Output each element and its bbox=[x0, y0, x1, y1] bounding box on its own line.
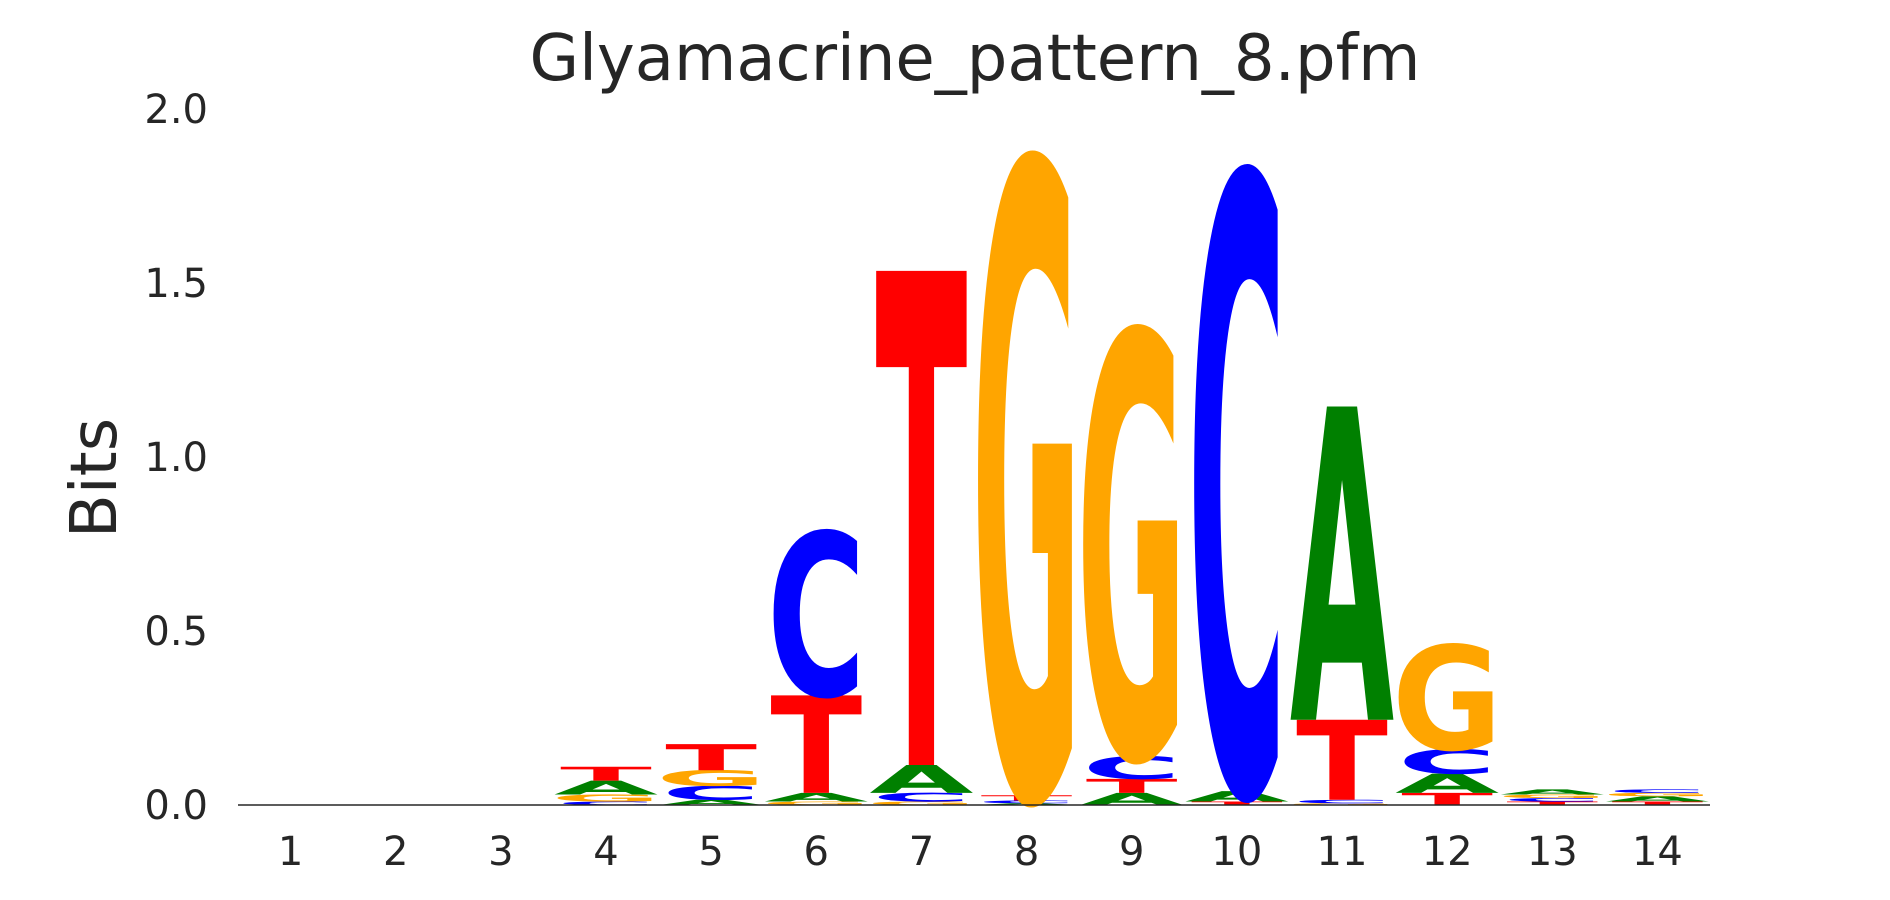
logo-letter-t: T bbox=[770, 669, 862, 824]
logo-letter-g: G bbox=[1602, 792, 1712, 798]
logo-letter-a: A bbox=[1290, 323, 1395, 822]
logo-letter-t: T bbox=[1086, 775, 1178, 797]
logo-letter-c: C bbox=[977, 800, 1076, 804]
y-tick-label: 2.0 bbox=[144, 87, 208, 133]
logo-letter-g: G bbox=[761, 801, 871, 807]
logo-letter-t: T bbox=[981, 794, 1073, 802]
logo-letter-a: A bbox=[974, 803, 1079, 806]
logo-letter-t: T bbox=[1506, 801, 1598, 807]
y-axis-label: Bits bbox=[58, 418, 132, 538]
x-tick-label: 9 bbox=[1119, 829, 1144, 875]
logo-letter-c: C bbox=[1187, 6, 1286, 900]
logo-letter-c: C bbox=[557, 801, 656, 807]
logo-letter-t: T bbox=[1401, 789, 1493, 809]
logo-letter-c: C bbox=[1293, 799, 1392, 805]
x-tick-label: 5 bbox=[698, 829, 723, 875]
logo-letter-a: A bbox=[659, 798, 764, 806]
x-tick-label: 1 bbox=[278, 829, 303, 875]
x-axis-ticks: 1 2 3 4 5 6 7 8 9 10 11 12 13 14 bbox=[278, 829, 1683, 875]
logo-letter-a: A bbox=[1605, 795, 1710, 803]
logo-letter-t: T bbox=[1191, 801, 1283, 807]
logo-letter-c: C bbox=[662, 782, 761, 804]
y-tick-label: 1.5 bbox=[144, 261, 208, 307]
x-tick-label: 8 bbox=[1014, 829, 1039, 875]
chart-title: Glyamacrine_pattern_8.pfm bbox=[530, 22, 1421, 96]
logo-letter-a: A bbox=[764, 790, 868, 804]
x-tick-label: 13 bbox=[1527, 829, 1578, 875]
x-tick-label: 10 bbox=[1211, 829, 1262, 875]
logo-letter-a: A bbox=[1500, 788, 1605, 796]
x-tick-label: 2 bbox=[383, 829, 408, 875]
logo-letter-g: G bbox=[1497, 794, 1607, 800]
y-tick-label: 1.0 bbox=[144, 435, 208, 481]
logo-letter-t: T bbox=[560, 763, 652, 785]
x-tick-label: 12 bbox=[1422, 829, 1473, 875]
logo-letter-c: C bbox=[767, 487, 866, 749]
x-tick-label: 3 bbox=[488, 829, 513, 875]
logo-letter-c: C bbox=[872, 790, 971, 804]
logo-letter-g: G bbox=[971, 0, 1081, 900]
x-tick-label: 14 bbox=[1632, 829, 1683, 875]
logo-letter-g: G bbox=[1076, 216, 1186, 894]
y-tick-label: 0.0 bbox=[144, 783, 208, 829]
logo-letter-a: A bbox=[1080, 789, 1184, 809]
x-tick-label: 7 bbox=[909, 829, 934, 875]
y-axis-ticks: 0.0 0.5 1.0 1.5 2.0 bbox=[144, 87, 208, 829]
logo-letter-c: C bbox=[1608, 788, 1707, 794]
logo-letter-a: A bbox=[554, 777, 658, 799]
logo-letter-g: G bbox=[656, 766, 766, 791]
y-tick-label: 0.5 bbox=[144, 609, 208, 655]
logo-letter-g: G bbox=[866, 801, 976, 807]
logo-letter-g: G bbox=[551, 793, 661, 804]
logo-letter-t: T bbox=[876, 137, 969, 900]
logo-letter-g: G bbox=[1392, 616, 1502, 783]
logo-letter-a: A bbox=[869, 758, 974, 802]
logo-letter-a: A bbox=[1395, 768, 1499, 799]
x-tick-label: 11 bbox=[1317, 829, 1368, 875]
logo-letter-c: C bbox=[1503, 797, 1602, 803]
x-tick-label: 4 bbox=[593, 829, 618, 875]
logo-letter-g: G bbox=[1287, 803, 1397, 806]
logo-letter-c: C bbox=[1082, 750, 1181, 786]
logo-letter-t: T bbox=[665, 737, 757, 778]
logo-letter-a: A bbox=[1185, 788, 1289, 805]
logo-letter-t: T bbox=[1612, 801, 1704, 807]
x-tick-label: 6 bbox=[804, 829, 829, 875]
logo-letter-c: C bbox=[1398, 743, 1497, 782]
